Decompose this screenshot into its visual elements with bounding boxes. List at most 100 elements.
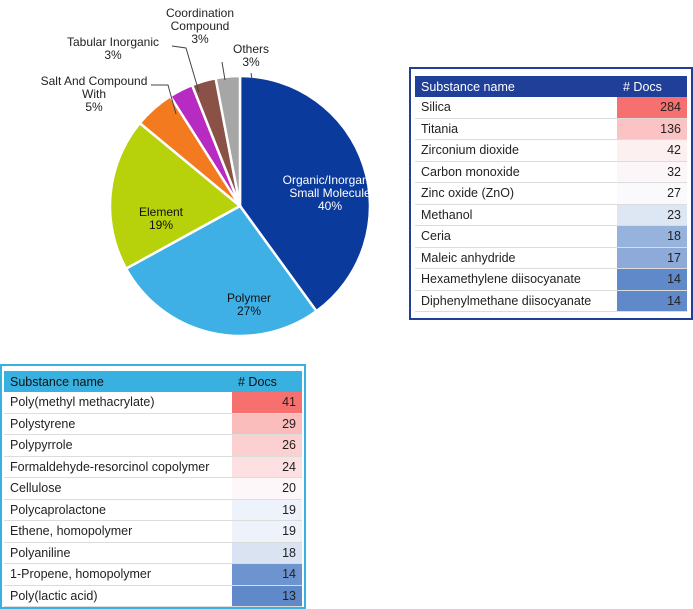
docs-count-cell: 32	[617, 161, 687, 183]
pie-slice-polymer	[124, 204, 319, 338]
docs-count-cell: 13	[232, 585, 302, 607]
slice-label-line: 3%	[191, 32, 209, 46]
header-docs: # Docs	[617, 76, 687, 97]
slice-label-line: 5%	[85, 100, 103, 114]
slice-label-line: Salt And Compound	[41, 74, 148, 88]
docs-count-cell: 18	[232, 542, 302, 564]
docs-count-cell: 136	[617, 118, 687, 140]
slice-label-others: Others 3%	[233, 42, 269, 69]
docs-count-cell: 19	[232, 520, 302, 543]
table-row: Silica 284	[415, 97, 687, 119]
slice-label-line: 27%	[237, 304, 261, 318]
substance-name-cell: Diphenylmethane diisocyanate	[415, 290, 617, 312]
leader-line-coordination	[221, 61, 226, 81]
docs-count-cell: 19	[232, 499, 302, 521]
table-header-row: Substance name # Docs	[415, 76, 687, 97]
substance-name-cell: Poly(methyl methacrylate)	[4, 392, 232, 414]
header-substance-name: Substance name	[4, 371, 232, 392]
docs-count-cell: 42	[617, 139, 687, 162]
pie-slice-others	[214, 74, 242, 207]
substance-name-cell: Ceria	[415, 225, 617, 248]
substance-name-cell: 1-Propene, homopolymer	[4, 563, 232, 586]
slice-label-line: Others	[233, 42, 269, 56]
leader-line-tabular	[171, 45, 200, 93]
substance-name-cell: Titania	[415, 118, 617, 140]
pie-slice-element	[108, 121, 243, 271]
substance-name-cell: Silica	[415, 97, 617, 119]
table-header-row: Substance name # Docs	[4, 371, 302, 392]
slice-label-organic: Organic/Inorganic Small Molecule 40%	[283, 173, 378, 213]
table-row: Ceria 18	[415, 225, 687, 248]
substance-name-cell: Polyaniline	[4, 542, 232, 564]
table-row: Ethene, homopolymer 19	[4, 520, 302, 543]
header-docs: # Docs	[232, 371, 302, 392]
table-row: Poly(lactic acid) 13	[4, 585, 302, 607]
left-table-frame	[0, 364, 306, 609]
slice-label-line: Organic/Inorganic	[283, 173, 378, 187]
slice-label-line: Tabular Inorganic	[67, 35, 159, 49]
table-row: Poly(methyl methacrylate) 41	[4, 392, 302, 414]
slice-label-line: Compound	[171, 19, 230, 33]
left-substance-table: Substance name # Docs Poly(methyl methac…	[4, 371, 302, 607]
slice-label-line: Coordination	[166, 6, 234, 20]
substance-name-cell: Polycaprolactone	[4, 499, 232, 521]
slice-label-line: Element	[139, 205, 184, 219]
substance-name-cell: Zirconium dioxide	[415, 139, 617, 162]
slice-label-coordination: Coordination Compound 3%	[166, 6, 234, 46]
table-row: Polystyrene 29	[4, 413, 302, 435]
docs-count-cell: 41	[232, 392, 302, 414]
slice-label-line: Small Molecule	[289, 186, 371, 200]
leader-line-salt	[151, 84, 177, 115]
docs-count-cell: 18	[617, 225, 687, 248]
substance-name-cell: Hexamethylene diisocyanate	[415, 268, 617, 291]
docs-count-cell: 26	[232, 434, 302, 457]
docs-count-cell: 17	[617, 247, 687, 269]
slice-label-line: 3%	[104, 48, 122, 62]
docs-count-cell: 27	[617, 182, 687, 205]
leader-line-others	[250, 72, 253, 80]
table-row: Polypyrrole 26	[4, 434, 302, 457]
substance-name-cell: Ethene, homopolymer	[4, 520, 232, 543]
table-row: Zirconium dioxide 42	[415, 139, 687, 162]
right-substance-table: Substance name # Docs Silica 284 Titania 13…	[415, 76, 687, 312]
table-row: Formaldehyde-resorcinol copolymer 24	[4, 456, 302, 478]
docs-count-cell: 24	[232, 456, 302, 478]
slice-label-polymer: Polymer 27%	[227, 291, 271, 318]
table-row: 1-Propene, homopolymer 14	[4, 563, 302, 586]
slice-label-tabular: Tabular Inorganic 3%	[67, 35, 159, 62]
docs-count-cell: 284	[617, 97, 687, 119]
table-row: Diphenylmethane diisocyanate 14	[415, 290, 687, 312]
table-row: Carbon monoxide 32	[415, 161, 687, 183]
substance-name-cell: Polystyrene	[4, 413, 232, 435]
docs-count-cell: 23	[617, 204, 687, 226]
docs-count-cell: 20	[232, 477, 302, 500]
substance-name-cell: Maleic anhydride	[415, 247, 617, 269]
substance-name-cell: Zinc oxide (ZnO)	[415, 182, 617, 205]
docs-count-cell: 29	[232, 413, 302, 435]
table-row: Polycaprolactone 19	[4, 499, 302, 521]
slice-label-line: 19%	[149, 218, 173, 232]
substance-name-cell: Poly(lactic acid)	[4, 585, 232, 607]
docs-count-cell: 14	[232, 563, 302, 586]
slice-label-line: With	[82, 87, 106, 101]
right-table-frame	[409, 67, 693, 320]
slice-label-line: 40%	[318, 199, 342, 213]
header-substance-name: Substance name	[415, 76, 617, 97]
table-row: Cellulose 20	[4, 477, 302, 500]
table-row: Maleic anhydride 17	[415, 247, 687, 269]
docs-count-cell: 14	[617, 290, 687, 312]
substance-name-cell: Cellulose	[4, 477, 232, 500]
slice-label-line: 3%	[242, 55, 260, 69]
table-row: Polyaniline 18	[4, 542, 302, 564]
substance-name-cell: Formaldehyde-resorcinol copolymer	[4, 456, 232, 478]
substance-name-cell: Carbon monoxide	[415, 161, 617, 183]
slice-label-salt: Salt And Compound With 5%	[41, 74, 148, 114]
docs-count-cell: 14	[617, 268, 687, 291]
table-row: Titania 136	[415, 118, 687, 140]
substance-name-cell: Methanol	[415, 204, 617, 226]
table-row: Methanol 23	[415, 204, 687, 226]
pie-slice-organic	[238, 74, 372, 313]
slice-label-line: Polymer	[227, 291, 271, 305]
substance-name-cell: Polypyrrole	[4, 434, 232, 457]
